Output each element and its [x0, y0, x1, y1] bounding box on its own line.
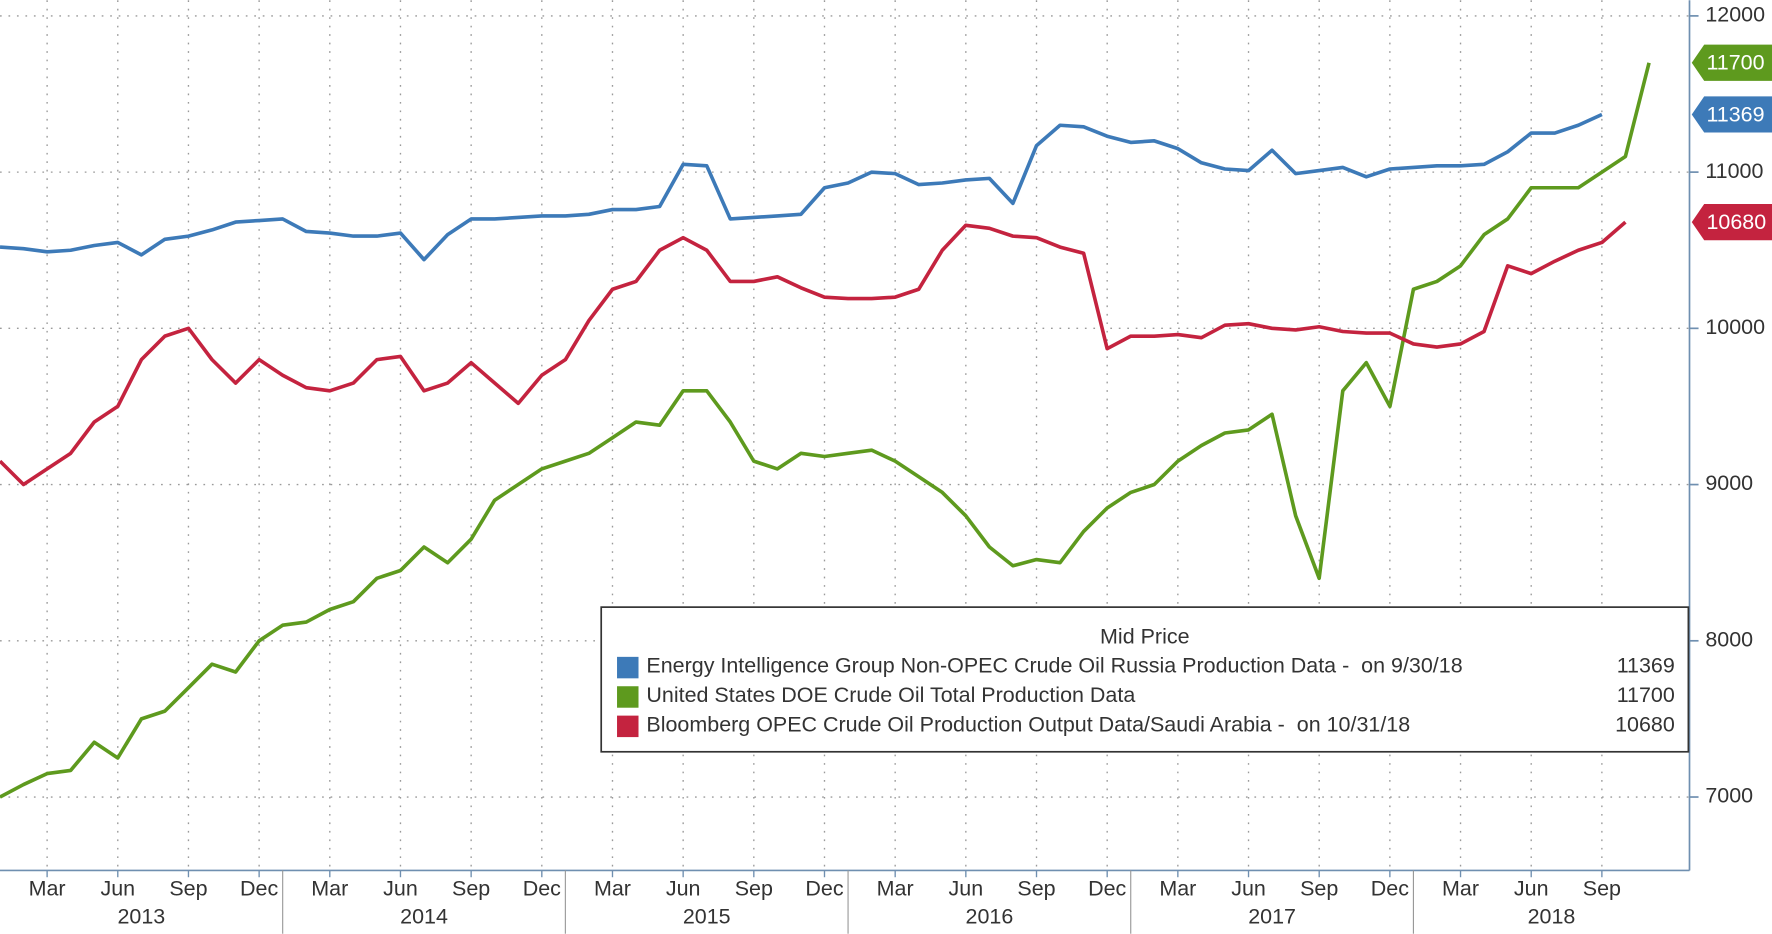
- y-tick-label: 9000: [1705, 471, 1753, 495]
- y-tick-label: 10000: [1705, 315, 1765, 339]
- y-tick-label: 11000: [1705, 159, 1763, 183]
- year-label: 2014: [400, 905, 448, 929]
- x-tick-label: Jun: [100, 876, 135, 900]
- value-tag: [1691, 204, 1772, 241]
- year-label: 2015: [683, 905, 731, 929]
- value-tag-label: 11369: [1706, 102, 1764, 126]
- legend: Mid Price Energy Intelligence Group Non-…: [600, 606, 1690, 753]
- x-tick-label: Jun: [383, 876, 418, 900]
- x-tick-label: Dec: [1371, 876, 1409, 900]
- x-tick-label: Sep: [452, 876, 490, 900]
- x-tick-label: Mar: [311, 876, 348, 900]
- year-label: 2016: [966, 905, 1014, 929]
- x-tick-label: Dec: [805, 876, 843, 900]
- x-tick-label: Jun: [1514, 876, 1549, 900]
- year-label: 2017: [1248, 905, 1296, 929]
- value-tag-label: 10680: [1706, 210, 1766, 234]
- y-tick-label: 12000: [1705, 3, 1765, 27]
- value-tag: [1691, 44, 1772, 81]
- x-tick-label: Dec: [1088, 876, 1126, 900]
- legend-label: United States DOE Crude Oil Total Produc…: [646, 683, 1135, 707]
- x-tick-label: Mar: [29, 876, 66, 900]
- axes: 7000 8000 9000 10000 11000 12000 Mar Jun Sep Dec M…: [29, 3, 1772, 934]
- legend-swatch: [617, 656, 639, 679]
- series-line: [0, 220, 1627, 487]
- x-tick-label: Jun: [949, 876, 984, 900]
- year-label: 2018: [1528, 905, 1576, 929]
- legend-title: Mid Price: [1100, 624, 1189, 648]
- lines: [0, 62, 1651, 799]
- legend-label: Energy Intelligence Group Non-OPEC Crude…: [646, 654, 1462, 678]
- x-tick-label: Jun: [666, 876, 701, 900]
- x-tick-label: Mar: [1159, 876, 1196, 900]
- legend-swatch: [617, 686, 639, 708]
- x-tick-label: Mar: [594, 876, 631, 900]
- series-line: [0, 112, 1603, 262]
- x-tick-label: Sep: [1583, 876, 1621, 900]
- x-tick-label: Dec: [523, 876, 561, 900]
- x-tick-label: Sep: [169, 876, 207, 900]
- x-tick-label: Sep: [1300, 876, 1338, 900]
- legend-box: [600, 606, 1690, 753]
- value-tag: [1691, 96, 1772, 133]
- series-line: [0, 62, 1651, 799]
- year-label: 2013: [117, 905, 165, 929]
- x-tick-label: Mar: [1442, 876, 1479, 900]
- y-tick-label: 7000: [1705, 784, 1753, 808]
- y-tick-label: 8000: [1705, 627, 1753, 651]
- x-tick-label: Mar: [877, 876, 914, 900]
- x-tick-label: Dec: [240, 876, 278, 900]
- legend-label: Bloomberg OPEC Crude Oil Production Outp…: [646, 712, 1410, 736]
- legend-value: 11369: [1617, 654, 1675, 678]
- value-tag-label: 11700: [1706, 51, 1764, 75]
- x-tick-label: Sep: [1017, 876, 1055, 900]
- x-tick-label: Sep: [735, 876, 773, 900]
- legend-swatch: [617, 715, 639, 738]
- legend-value: 11700: [1617, 683, 1675, 707]
- x-tick-label: Jun: [1231, 876, 1266, 900]
- legend-value: 10680: [1615, 712, 1675, 736]
